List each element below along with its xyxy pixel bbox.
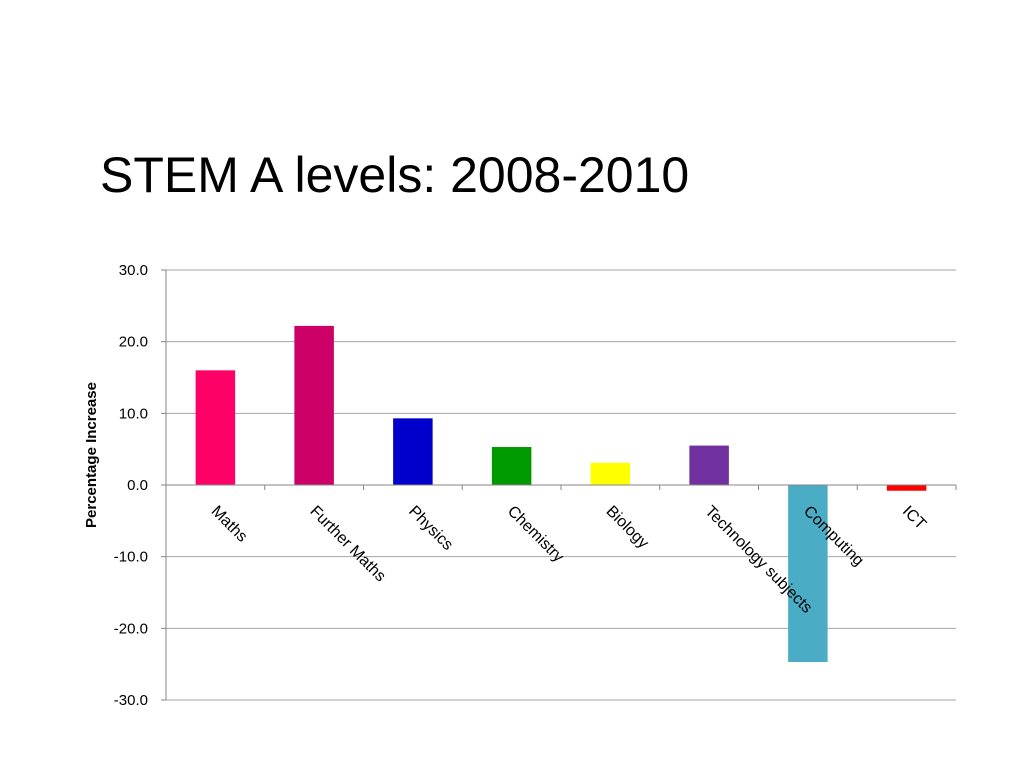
bar [886, 485, 927, 491]
y-tick-label: 20.0 [119, 334, 148, 351]
bar [590, 462, 631, 485]
category-label: Physics [405, 503, 456, 554]
y-axis-title: Percentage Increase [83, 382, 100, 528]
y-tick-label: -20.0 [114, 620, 148, 637]
y-tick-label: -30.0 [114, 692, 148, 709]
y-axis-ticks: 30.0 20.0 10.0 0.0 -10.0 -20.0 -30.0 [114, 262, 166, 709]
bar [491, 447, 532, 485]
y-tick-label: 10.0 [119, 405, 148, 422]
category-label: Maths [208, 503, 251, 546]
bar [788, 485, 828, 663]
axes [165, 270, 957, 700]
category-label: Further Maths [306, 503, 388, 585]
bar [689, 445, 729, 485]
category-label: Biology [603, 503, 652, 552]
bar [393, 418, 433, 485]
y-tick-label: 30.0 [119, 262, 148, 279]
category-label: ICT [899, 503, 929, 533]
bar [294, 325, 334, 485]
bar [195, 370, 236, 485]
slide-title: STEM A levels: 2008-2010 [100, 147, 690, 203]
y-tick-label: -10.0 [114, 549, 148, 566]
y-tick-label: 0.0 [127, 477, 148, 494]
bars [195, 325, 927, 663]
